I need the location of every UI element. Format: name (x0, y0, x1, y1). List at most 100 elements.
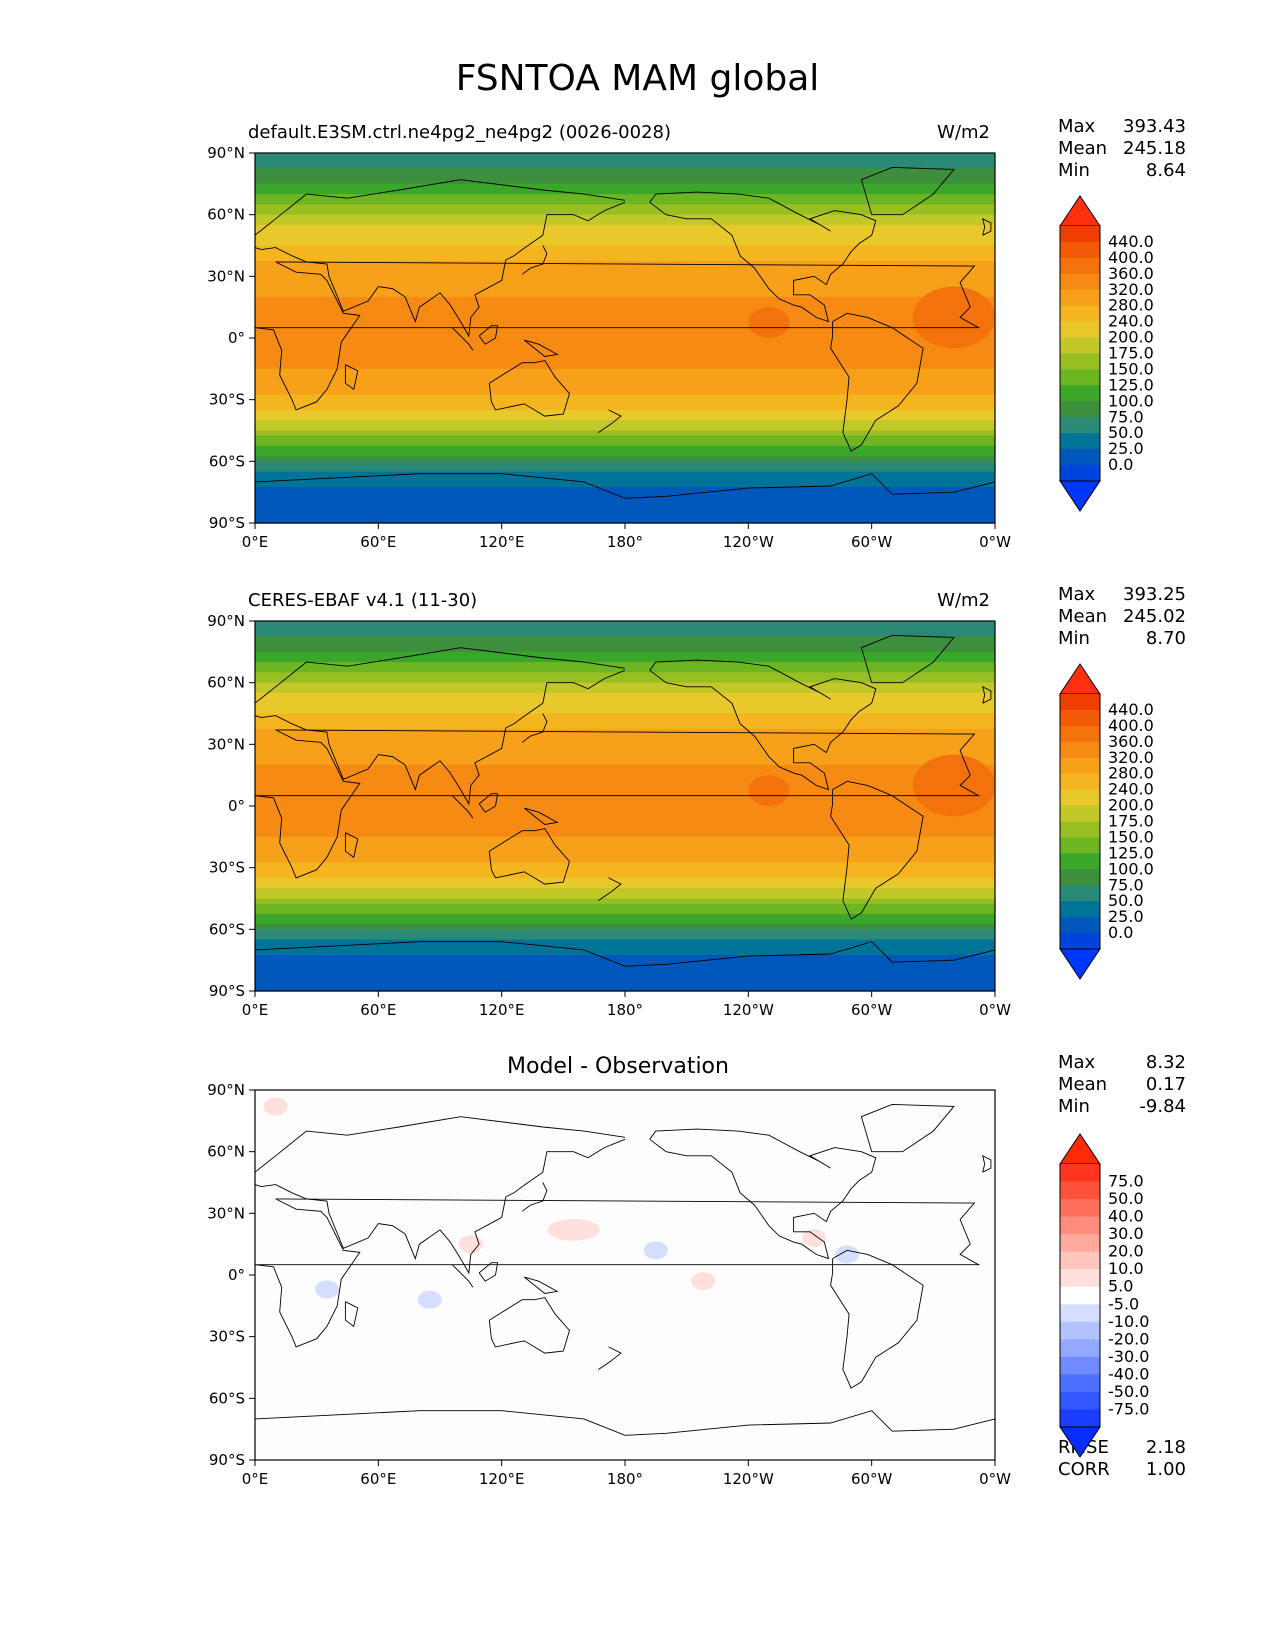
colorbar-label: 320.0 (1108, 748, 1154, 767)
colorbar-label: 75.0 (1108, 407, 1144, 426)
colorbar-segment (1060, 805, 1100, 822)
coastline (860, 166, 955, 216)
colorbar-label: 0.0 (1108, 923, 1133, 942)
colorbar-outline (1059, 1164, 1101, 1427)
field-band (255, 281, 995, 288)
field-band (255, 456, 995, 462)
lat-tick-label: 60°N (207, 1143, 245, 1161)
colorbar-label: 40.0 (1108, 1207, 1144, 1226)
anomaly-patch (643, 1241, 668, 1260)
panel-1-stats: Max 393.43 Mean 245.18 Min 8.64 (1058, 116, 1186, 182)
colorbar-label: 0.0 (1108, 455, 1133, 474)
field-band (255, 492, 995, 498)
field-band (255, 425, 995, 432)
field-band (255, 831, 995, 838)
anomaly-patch (835, 1245, 859, 1264)
field-band (255, 250, 995, 257)
coastline (598, 877, 622, 901)
coastline (524, 339, 559, 357)
field-band (255, 836, 995, 843)
lat-tick-label: 30°N (207, 1204, 245, 1222)
field-band (255, 476, 995, 483)
field-band (255, 872, 995, 879)
field-band (255, 307, 995, 313)
anomaly-patch (802, 1229, 827, 1247)
colorbar-over (1059, 1133, 1101, 1165)
coastline (649, 659, 877, 791)
coastline (830, 312, 924, 452)
field-band (255, 178, 995, 185)
lat-tick-label: 60°S (209, 1389, 245, 1407)
colorbar-label: 175.0 (1108, 812, 1154, 831)
field-band (255, 636, 995, 643)
colorbar-segment (1060, 337, 1100, 354)
field-band (255, 883, 995, 889)
field-band (255, 749, 995, 756)
field-band (255, 908, 995, 915)
field-band (255, 806, 995, 812)
stat-min-value: -9.84 (1139, 1096, 1186, 1117)
colorbar-label: 400.0 (1108, 248, 1154, 267)
colorbar-segment (1060, 353, 1100, 370)
colorbar-segment (1060, 1234, 1100, 1253)
colorbar-label: 150.0 (1108, 827, 1154, 846)
lat-tick-label: 90°N (207, 144, 245, 162)
lon-tick-label: 120°W (723, 1470, 774, 1488)
field-band (255, 271, 995, 277)
coastline (254, 941, 996, 967)
colorbar-segment (1060, 1356, 1100, 1375)
stat-rmse-value: 2.18 (1145, 1437, 1186, 1458)
field-band (255, 970, 995, 977)
stat-mean-value: 245.18 (1123, 138, 1186, 159)
lat-tick-label: 30°N (207, 267, 245, 285)
stat-max-label: Max (1058, 116, 1096, 137)
field-band (255, 502, 995, 509)
field-band (255, 404, 995, 411)
colorbar-segment (1060, 241, 1100, 259)
field-band (255, 862, 995, 869)
colorbar-segment (1060, 1286, 1100, 1305)
lat-tick-label: 90°N (207, 612, 245, 630)
field-band (255, 898, 995, 905)
field-band (255, 739, 995, 745)
coastline (478, 1262, 499, 1282)
field-band (255, 322, 995, 329)
coastline (982, 217, 992, 236)
colorbar-label: 50.0 (1108, 891, 1144, 910)
stat-max-value: 8.32 (1145, 1052, 1186, 1073)
field-band (255, 302, 995, 308)
lon-tick-label: 60°W (851, 1470, 893, 1488)
colorbar-segment (1060, 369, 1100, 386)
colorbar-segment (1060, 1409, 1100, 1428)
field-band (255, 379, 995, 385)
field-band (255, 718, 995, 725)
coastline (254, 729, 981, 879)
colorbar-label: 200.0 (1108, 796, 1154, 815)
field-band (255, 985, 995, 992)
colorbar-label: 440.0 (1108, 700, 1154, 719)
colorbar-label: 240.0 (1108, 780, 1154, 799)
colorbar-label: 10.0 (1108, 1259, 1144, 1278)
lat-tick-label: 90°S (209, 514, 245, 532)
field-band (255, 646, 995, 653)
coastline (521, 245, 548, 275)
field-band (255, 826, 995, 833)
lat-tick-label: 30°N (207, 735, 245, 753)
field-band (255, 764, 995, 771)
coastline (830, 780, 924, 920)
field-band (255, 194, 995, 200)
colorbar-segment (1060, 1374, 1100, 1393)
panel-3-stats: Max 8.32 Mean 0.17 Min -9.84 (1058, 1052, 1186, 1118)
coastline (254, 647, 626, 704)
coastline (254, 179, 626, 236)
coastline (254, 1116, 626, 1173)
coastline (524, 1276, 559, 1294)
field-band (255, 394, 995, 401)
coastline (254, 1198, 981, 1348)
field-band (255, 934, 995, 941)
field-band (255, 317, 995, 324)
field-band (255, 754, 995, 761)
lon-tick-label: 60°E (360, 1470, 396, 1488)
stat-max-value: 393.25 (1123, 584, 1186, 605)
coastline (254, 1410, 996, 1436)
